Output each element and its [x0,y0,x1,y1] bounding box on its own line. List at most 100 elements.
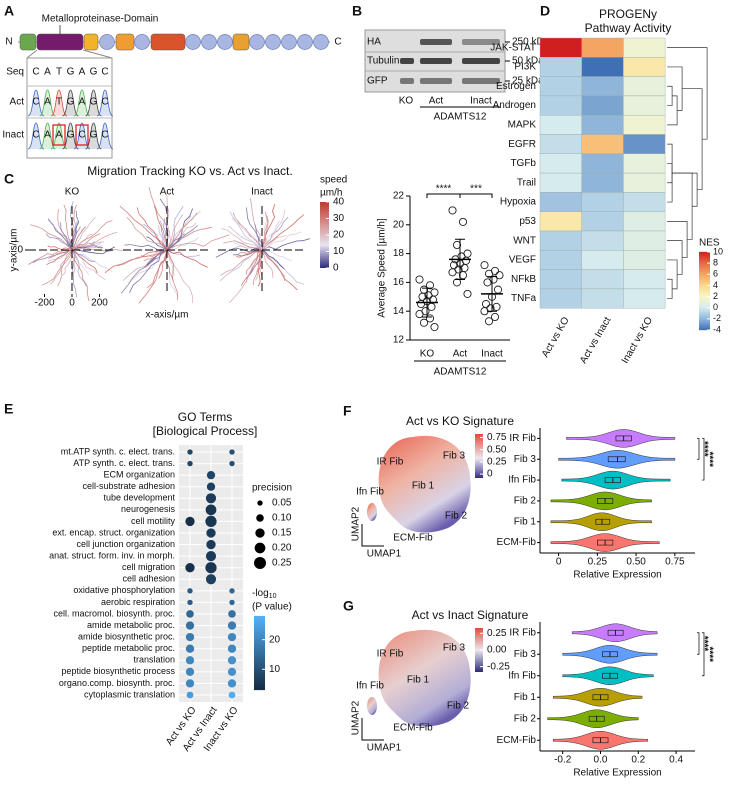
colorbar-tick-label: 20 [333,230,345,241]
row-label: Estrogen [496,81,536,92]
base: G [67,97,75,108]
violin [566,429,676,448]
lane-label: KO [399,96,414,107]
colorbar-step [699,323,710,327]
heat-cell [581,269,624,290]
colorbar-step [254,633,265,637]
dendrogram [667,143,673,203]
track [63,204,73,251]
heat-cell [623,288,666,309]
track [261,249,286,282]
colorbar-step [699,257,710,261]
colorbar-step [699,327,710,331]
colorbar [475,628,483,672]
colorbar-tick-label: 8 [713,258,718,268]
colorbar-tick-label: 0.25 [487,457,507,468]
point [493,285,503,294]
dot [206,482,216,491]
track [71,241,105,251]
legend-title: (P value) [252,602,292,613]
panel-title: KO [65,187,80,198]
heat-cell [581,57,624,77]
y-axis-label: UMAP2 [351,506,362,541]
colorbar-step [254,683,265,687]
base: G [90,67,98,78]
track [261,249,274,278]
row-label: anat. struct. form. inv. in morph. [49,551,175,561]
track [246,249,263,275]
point [430,322,439,332]
heat-cell [581,250,624,270]
band [462,58,500,64]
heat-cell [623,269,666,290]
y-axis-label: y-axis/µm [9,229,20,272]
row-label: Act [10,97,25,108]
point [495,271,504,280]
colorbar-step [699,277,710,281]
x-tick-label: 0.4 [669,755,683,766]
colorbar-tick-label: 10 [333,246,345,257]
heat-cell [623,37,666,58]
umap-cloud [367,697,377,715]
panel-title: Inact [251,187,273,198]
cluster-label: Fib 2 [445,511,468,522]
cluster-label: Fib 3 [443,643,466,654]
colorbar-step [699,295,710,299]
band [420,58,452,64]
track [164,249,174,281]
heat-cell [623,76,666,97]
track [126,217,168,251]
colorbar-step [254,625,265,629]
point [483,278,492,287]
y-axis-label: UMAP2 [351,700,362,735]
dot [187,460,193,467]
colorbar-step [254,635,265,639]
track [261,249,292,262]
marker-label: 250 kDa [512,37,550,48]
point [452,240,462,250]
dot [229,460,235,467]
colorbar-step [254,647,265,651]
sig-label: **** [703,646,714,662]
heat-cell [581,134,624,154]
point [452,278,462,287]
cluster-label: Ifn Fib [356,487,384,498]
dot [229,449,235,455]
base: C [101,97,108,108]
heat-cell [539,250,582,270]
domain [19,33,37,51]
base: C [101,67,108,78]
x-axis-label: x-axis/µm [146,310,189,321]
legend-title: -log10 [252,588,277,600]
track [236,249,263,258]
domain-label: Metalloproteinase-Domain [42,14,159,25]
y-tick-label: 12 [393,335,405,346]
row-label: oxidative phosphorylation [73,585,175,595]
x-tick-label: 0.25 [588,557,608,568]
point [415,310,424,319]
error-bar [422,287,432,318]
colorbar-step [699,317,710,321]
heat-cell [539,192,582,212]
row-label: TGFb [510,158,536,169]
domain [281,34,297,50]
point [416,299,426,309]
dot [185,632,195,642]
x-tick-label: 0 [556,557,562,568]
x-tick-label: KO [420,349,435,360]
trace-peak [73,122,91,150]
track [257,249,263,287]
row-label: peptide biosynthetic process [61,666,175,676]
row-label: p53 [519,216,536,227]
track [166,249,208,268]
y-tick-label: 18 [393,248,405,259]
row-label: NFkB [511,274,536,285]
colorbar [320,202,329,268]
row-label: amide biosynthetic proc. [78,631,175,641]
colorbar-step [254,631,265,635]
violin [552,688,643,707]
row-label: Fib 3 [514,649,537,660]
colorbar-step [254,621,265,625]
